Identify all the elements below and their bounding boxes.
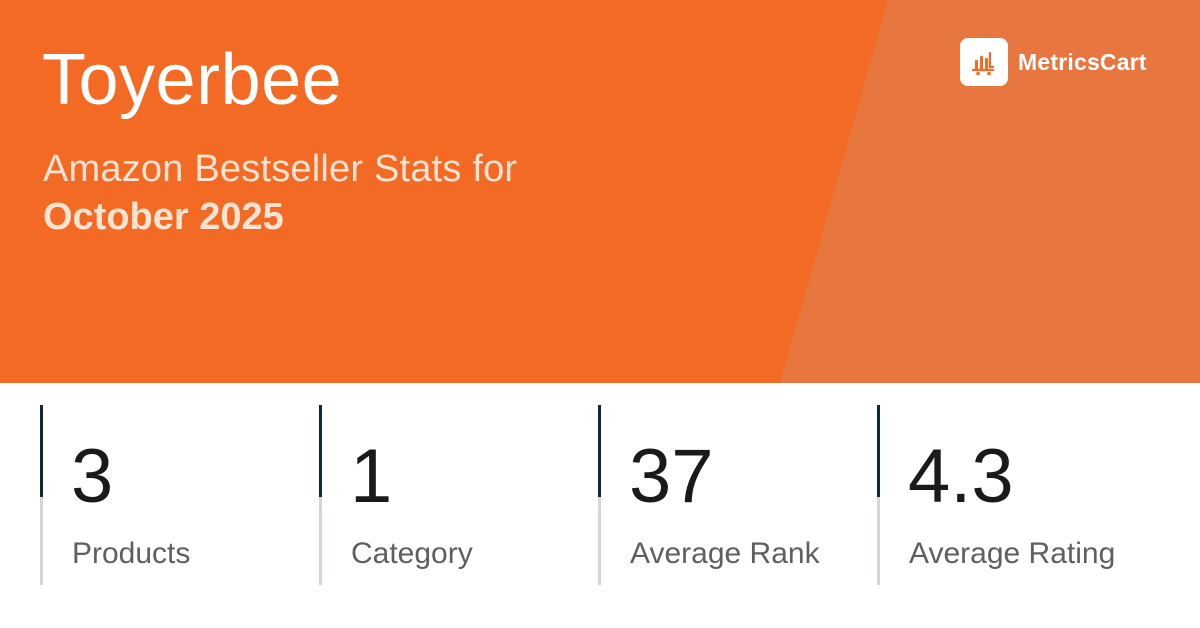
bar-chart-cart-icon (960, 38, 1008, 86)
stats-subtitle: Amazon Bestseller Stats for (43, 148, 518, 190)
stat-label: Average Rating (909, 537, 1116, 570)
stat-average-rank: 37 Average Rank (598, 405, 858, 585)
stat-label: Products (72, 537, 191, 570)
stats-row: 3 Products 1 Category 37 Average Rank 4.… (0, 383, 1200, 628)
stat-divider (598, 405, 601, 585)
stat-divider (319, 405, 322, 585)
stat-value: 37 (629, 434, 714, 519)
logo-text: MetricsCart (1018, 48, 1147, 75)
stat-label: Average Rank (630, 537, 820, 570)
stat-divider (877, 405, 880, 585)
stat-category: 1 Category (319, 405, 579, 585)
stat-value: 3 (71, 434, 114, 519)
stat-products: 3 Products (40, 405, 300, 585)
stat-value: 1 (350, 434, 393, 519)
stat-label: Category (351, 537, 473, 570)
brand-title: Toyerbee (42, 40, 343, 120)
metricscart-logo[interactable]: MetricsCart (960, 38, 1147, 86)
hero-banner: Toyerbee Amazon Bestseller Stats for Oct… (0, 0, 1200, 383)
stat-divider (40, 405, 43, 585)
stats-period: October 2025 (43, 196, 284, 238)
stat-average-rating: 4.3 Average Rating (877, 405, 1137, 585)
stat-value: 4.3 (908, 434, 1014, 519)
